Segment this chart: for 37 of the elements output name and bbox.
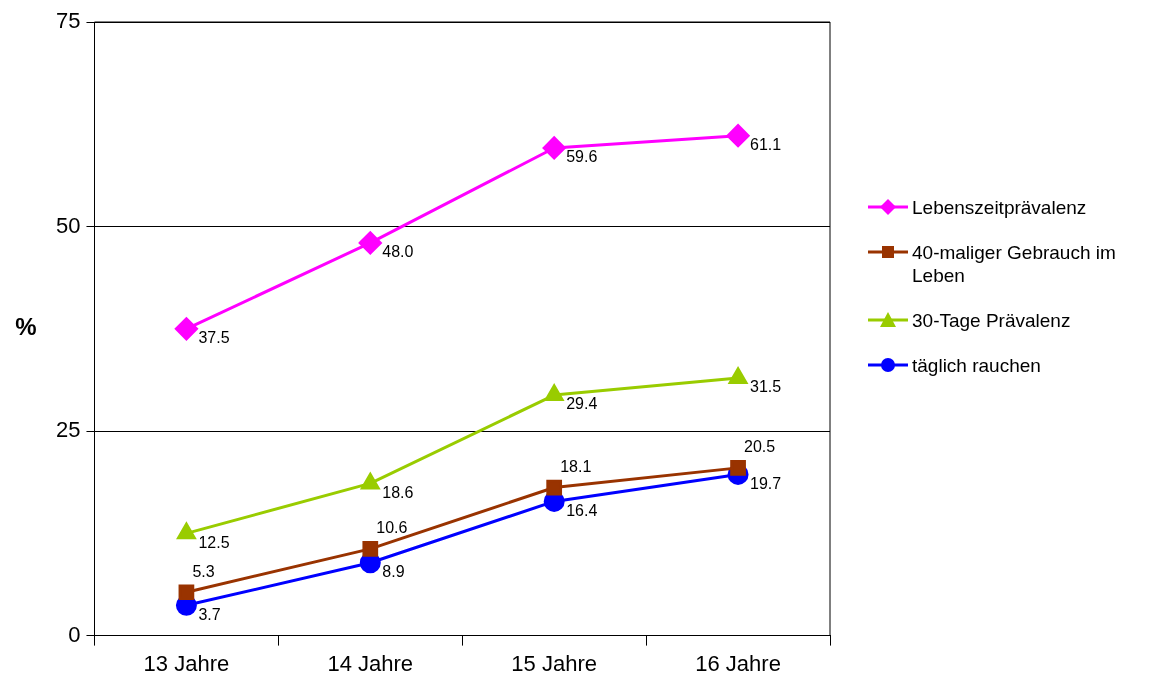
point [546, 479, 563, 496]
data-label: 19.7 [750, 474, 782, 492]
data-label: 8.9 [382, 563, 405, 581]
point [726, 124, 750, 148]
legend-label: Lebenszeitprävalenz [912, 196, 1087, 219]
point [542, 136, 566, 160]
point [178, 584, 195, 601]
data-label: 61.1 [750, 136, 782, 154]
x-tick-label: 15 Jahre [511, 650, 597, 676]
x-tick-label: 16 Jahre [695, 650, 781, 676]
data-label: 20.5 [744, 438, 776, 456]
x-tick-label: 14 Jahre [327, 650, 414, 676]
data-label: 10.6 [376, 519, 408, 537]
y-tick-label: 50 [55, 212, 81, 238]
data-label: 48.0 [382, 243, 414, 261]
data-label: 12.5 [198, 533, 230, 551]
data-label: 16.4 [566, 501, 598, 519]
data-label: 18.1 [560, 457, 592, 475]
y-tick-label: 75 [55, 8, 81, 34]
data-label: 31.5 [750, 378, 782, 396]
data-label: 37.5 [198, 329, 230, 347]
point [174, 317, 198, 341]
data-label: 18.6 [382, 483, 414, 501]
data-label: 5.3 [192, 562, 215, 580]
y-axis-title: % [15, 313, 37, 341]
legend-label: 30-Tage Prävalenz [912, 309, 1071, 332]
x-tick-label: 13 Jahre [143, 650, 230, 676]
y-tick-label: 25 [55, 417, 81, 443]
data-label: 3.7 [198, 605, 221, 623]
legend-label: 40-maliger Gebrauch im Leben [912, 241, 1117, 287]
data-label: 59.6 [566, 148, 598, 166]
y-tick-label: 0 [68, 621, 81, 647]
data-label: 29.4 [566, 395, 598, 413]
legend-label: täglich rauchen [912, 354, 1041, 377]
point [544, 384, 564, 402]
point [358, 231, 382, 255]
point [362, 541, 379, 557]
